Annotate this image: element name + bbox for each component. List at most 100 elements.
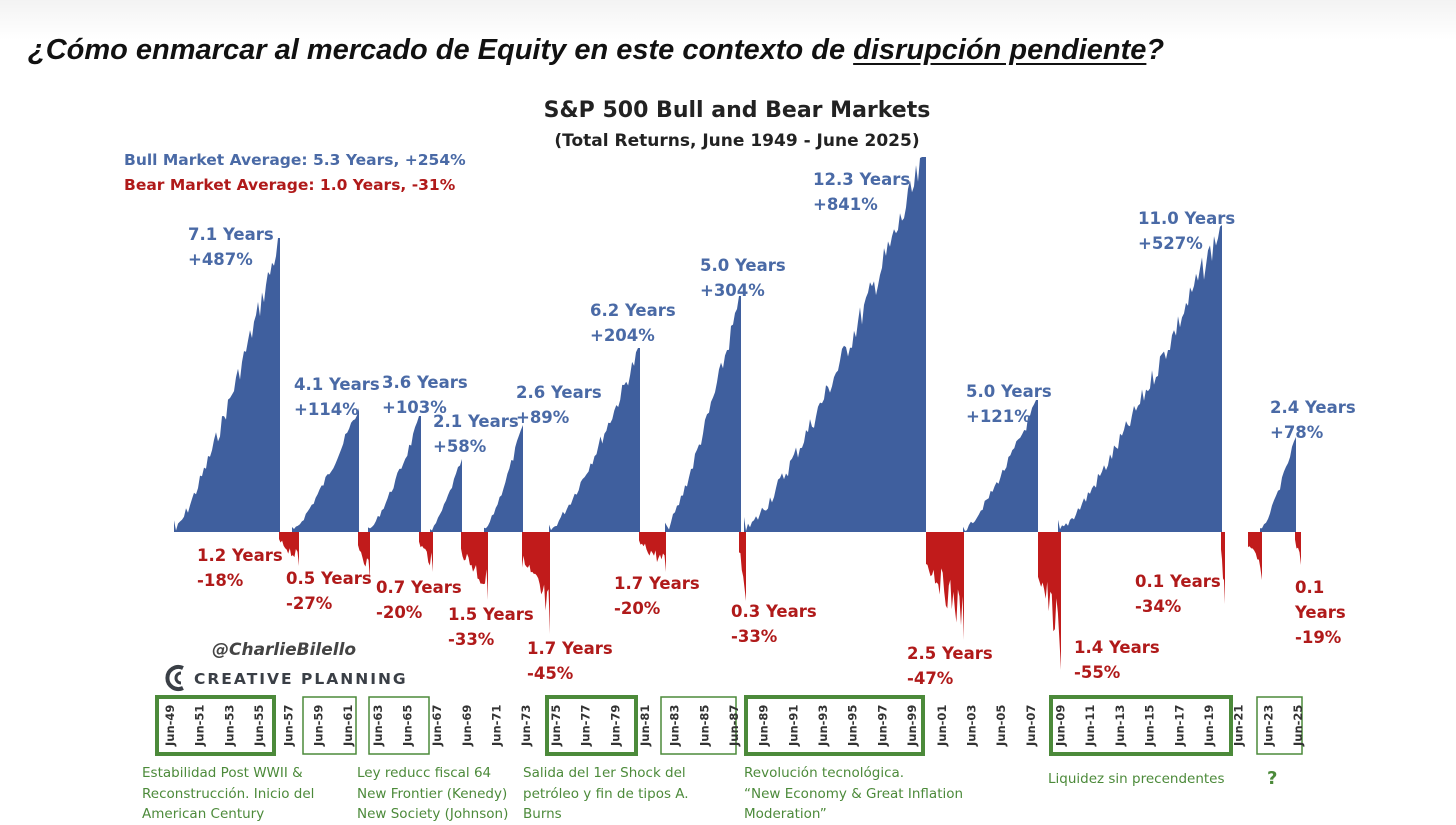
bear-return-label: -47% [907, 669, 954, 688]
bull-return-label: +841% [813, 195, 878, 214]
bear-duration-label: 0.7 Years [376, 578, 462, 597]
x-tick-label: Jun-57 [282, 705, 296, 747]
bear-return-label: -55% [1074, 663, 1121, 682]
x-tick-label: Jun-53 [222, 705, 236, 747]
bear-duration-label: 2.5 Years [907, 644, 993, 663]
bear-return-label: -18% [197, 571, 244, 590]
x-tick-label: Jun-77 [579, 705, 593, 747]
bear-market-area-1 [279, 532, 299, 566]
bear-market-area-9 [1038, 532, 1061, 670]
bear-market-area-4 [461, 532, 488, 600]
x-tick-label: Jun-91 [786, 705, 800, 747]
period-highlight-box [545, 695, 638, 756]
bull-market-area-6 [549, 348, 640, 532]
bear-market-area-3 [419, 532, 433, 572]
creative-planning-logo-icon [165, 665, 184, 691]
bull-market-area-5 [484, 425, 523, 532]
x-tick-label: Jun-23 [1261, 705, 1275, 747]
x-tick-label: Jun-85 [697, 705, 711, 747]
bear-duration-label: 0.1 Years [1135, 572, 1221, 591]
x-tick-label: Jun-71 [490, 705, 504, 747]
x-tick-label: Jun-83 [668, 705, 682, 747]
x-tick-label: Jun-99 [905, 705, 919, 747]
x-tick-label: Jun-01 [935, 705, 949, 747]
x-tick-label: Jun-61 [341, 705, 355, 747]
bull-return-label: +103% [382, 398, 447, 417]
bear-return-label: -20% [376, 603, 423, 622]
x-tick-label: Jun-75 [549, 705, 563, 747]
bull-market-area-4 [430, 459, 462, 532]
logo-arc-inner [174, 671, 182, 685]
x-tick-label: Jun-73 [519, 705, 533, 747]
bull-return-label: +58% [433, 437, 487, 456]
x-tick-label: Jun-09 [1054, 705, 1068, 747]
bull-duration-label: 5.0 Years [700, 256, 786, 275]
bull-duration-label: 4.1 Years [294, 375, 380, 394]
bear-market-area-7 [739, 532, 746, 601]
bull-market-area-10 [1058, 225, 1222, 532]
bull-market-area-11 [1260, 437, 1296, 532]
bear-average-label: Bear Market Average: 1.0 Years, -31% [124, 176, 456, 194]
bear-duration-label: 1.4 Years [1074, 638, 1160, 657]
period-highlight-box [1049, 695, 1233, 756]
bear-return-label: -34% [1135, 597, 1182, 616]
x-tick-label: Jun-13 [1113, 705, 1127, 747]
x-tick-label: Jun-69 [460, 705, 474, 747]
x-tick-label: Jun-95 [846, 705, 860, 747]
bull-duration-label: 5.0 Years [966, 382, 1052, 401]
bull-duration-label: 7.1 Years [188, 225, 274, 244]
chart-title: S&P 500 Bull and Bear Markets [544, 98, 931, 123]
period-highlight-box [660, 696, 737, 755]
headline-underlined-text: disrupción pendiente [853, 34, 1147, 66]
period-highlight-box [1256, 696, 1303, 755]
x-tick-label: Jun-21 [1232, 705, 1246, 747]
bull-duration-label: 2.1 Years [433, 412, 519, 431]
x-tick-label: Jun-93 [816, 705, 830, 747]
bull-market-area-2 [292, 408, 359, 532]
x-tick-label: Jun-67 [430, 705, 444, 747]
bull-return-label: +204% [590, 326, 655, 345]
bear-duration-label: 1.7 Years [614, 574, 700, 593]
x-tick-label: Jun-49 [163, 705, 177, 747]
x-tick-label: Jun-51 [193, 705, 207, 747]
bull-return-label: +487% [188, 250, 253, 269]
bear-market-area-5 [522, 532, 550, 634]
bear-market-area-6 [639, 532, 666, 572]
bear-market-area-12 [1295, 532, 1301, 565]
bear-market-area-10 [1221, 532, 1225, 604]
bear-market-area-2 [358, 532, 370, 580]
bull-return-label: +527% [1138, 234, 1203, 253]
bear-duration-unit-label: Years [1294, 603, 1346, 622]
bear-return-label: -20% [614, 599, 661, 618]
x-tick-label: Jun-11 [1083, 705, 1097, 747]
bear-return-label: -33% [448, 630, 495, 649]
x-tick-label: Jun-63 [371, 705, 385, 747]
x-tick-label: Jun-81 [638, 705, 652, 747]
brand-name: CREATIVE PLANNING [194, 670, 408, 688]
x-tick-label: Jun-65 [401, 705, 415, 747]
x-tick-label: Jun-55 [252, 705, 266, 747]
headline-text: ¿Cómo enmarcar al mercado de Equity en e… [28, 34, 854, 66]
bull-market-area-7 [665, 296, 741, 532]
bull-market-area-3 [368, 416, 421, 532]
period-highlight-box [368, 696, 430, 755]
bear-market-area-8 [926, 532, 964, 640]
slide-headline: ¿Cómo enmarcar al mercado de Equity en e… [28, 34, 1164, 67]
bull-duration-label: 11.0 Years [1138, 209, 1235, 228]
x-tick-label: Jun-25 [1291, 705, 1305, 747]
bull-duration-label: 2.6 Years [516, 383, 602, 402]
bull-duration-label: 12.3 Years [813, 170, 910, 189]
bull-market-area-1 [174, 238, 280, 532]
bear-return-label: -45% [527, 664, 574, 683]
x-tick-label: Jun-79 [608, 705, 622, 747]
x-tick-label: Jun-07 [1024, 705, 1038, 747]
logo-arc-outer [165, 665, 184, 691]
bear-duration-label: 0.5 Years [286, 569, 372, 588]
bull-market-area-8 [744, 157, 926, 532]
chart-subtitle: (Total Returns, June 1949 - June 2025) [554, 131, 919, 151]
bull-return-label: +89% [516, 408, 570, 427]
bull-duration-label: 6.2 Years [590, 301, 676, 320]
bear-market-area-11 [1248, 532, 1262, 580]
bull-return-label: +114% [294, 400, 359, 419]
